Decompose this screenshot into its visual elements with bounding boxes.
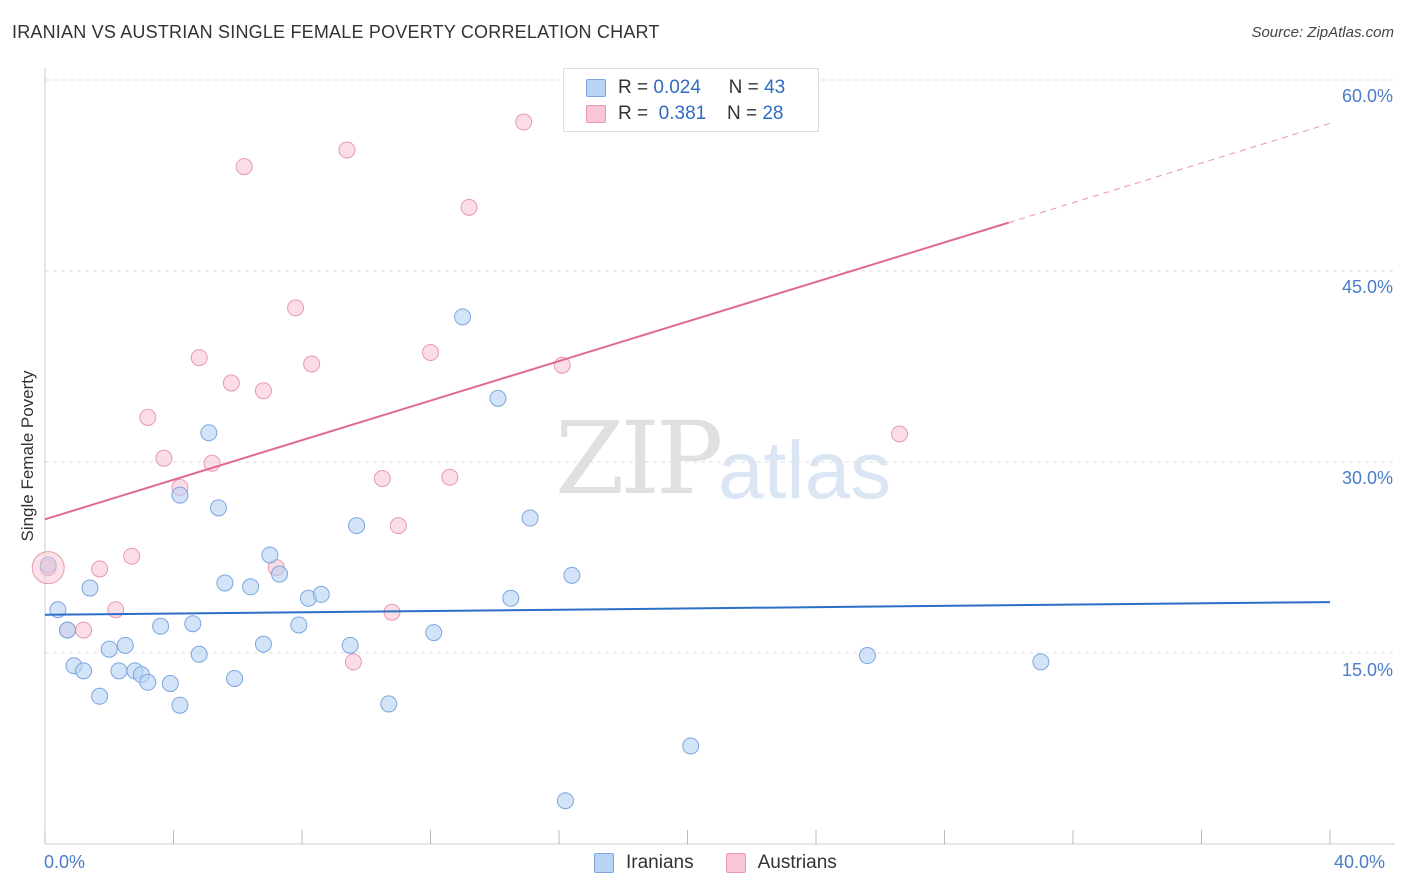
legend: R = 0.024 N = 43 R = 0.381 N = 28 [563, 68, 819, 132]
y-tick-label: 15.0% [1341, 660, 1393, 680]
austrian-point [338, 141, 356, 159]
austrian-trend-line [44, 221, 1010, 521]
iranian-point [171, 486, 189, 504]
legend-swatch-iranians [586, 79, 606, 97]
legend-r-label: R = [618, 103, 649, 124]
iranian-point [190, 645, 208, 663]
iranian-point [502, 589, 520, 607]
iranian-point [216, 574, 234, 592]
bottom-legend-label: Austrians [757, 852, 837, 873]
austrian-point [515, 113, 533, 131]
iranian-point [254, 635, 272, 653]
iranian-point [1032, 653, 1050, 671]
legend-row-austrians: R = 0.381 N = 28 [586, 102, 783, 126]
iranian-point [116, 636, 134, 654]
y-axis-label: Single Female Poverty [18, 370, 37, 542]
chart-title: IRANIAN VS AUSTRIAN SINGLE FEMALE POVERT… [12, 22, 660, 42]
austrian-point [235, 158, 253, 176]
austrian-point [891, 425, 909, 443]
austrian-point [373, 470, 391, 488]
y-tick-label: 60.0% [1341, 86, 1393, 106]
austrian-point [123, 547, 141, 565]
watermark-atlas: atlas [718, 425, 892, 516]
austrian-point [107, 601, 125, 619]
austrian-point [303, 355, 321, 373]
iranian-point [563, 566, 581, 584]
iranian-point [184, 615, 202, 633]
watermark-zip: ZIP [555, 400, 723, 517]
iranian-point [110, 662, 128, 680]
legend-n-label: N = [726, 103, 758, 124]
iranian-point [91, 687, 109, 705]
legend-swatch-austrians [586, 105, 606, 123]
bottom-legend-austrians: Austrians [725, 852, 837, 874]
iranian-point [209, 499, 227, 517]
austrian-point [139, 408, 157, 426]
iranian-point [81, 579, 99, 597]
iranian-point [489, 389, 507, 407]
y-tick-label: 45.0% [1341, 277, 1393, 297]
iranian-point [75, 662, 93, 680]
austrian-point [91, 560, 109, 578]
austrian-point [344, 653, 362, 671]
austrian-point [287, 299, 305, 317]
austrian-point [222, 374, 240, 392]
austrian-point [75, 621, 93, 639]
iranian-point [312, 585, 330, 603]
iranian-point [858, 647, 876, 665]
iranian-point [454, 308, 472, 326]
bottom-legend-swatch-iranians [594, 853, 614, 873]
iranian-point [341, 636, 359, 654]
iranian-point [521, 509, 539, 527]
iranian-point [242, 578, 260, 596]
iranian-point [161, 675, 179, 693]
legend-row-iranians: R = 0.024 N = 43 [586, 76, 785, 100]
iranian-point [100, 640, 118, 658]
bottom-legend: Iranians Austrians [594, 852, 869, 874]
y-tick-label: 30.0% [1341, 468, 1393, 488]
austrian-point [155, 449, 173, 467]
iranian-point [261, 546, 279, 564]
iranian-point [348, 517, 366, 535]
austrian-point [389, 517, 407, 535]
legend-r-value: 0.024 [653, 77, 701, 98]
iranian-point [271, 565, 289, 583]
iranian-point [139, 673, 157, 691]
x-tick-label: 0.0% [44, 852, 86, 872]
iranian-point [556, 792, 574, 810]
iranian-point [171, 696, 189, 714]
iranian-point [682, 737, 700, 755]
iranian-point [226, 669, 244, 687]
bottom-legend-iranians: Iranians [594, 852, 694, 874]
bottom-legend-swatch-austrians [725, 853, 746, 873]
austrian-point [441, 468, 459, 486]
iranian-point [380, 695, 398, 713]
iranian-point [290, 616, 308, 634]
x-tick-label: 40.0% [1334, 852, 1386, 872]
legend-r-value: 0.381 [658, 103, 707, 124]
austrian-point [460, 198, 478, 216]
iranian-point [152, 617, 170, 635]
austrian-point [190, 349, 208, 367]
legend-n-value: 28 [762, 103, 784, 124]
iranian-point [58, 621, 76, 639]
austrian-point [254, 382, 272, 400]
legend-n-label: N = [728, 77, 759, 98]
iranian-point [425, 624, 443, 642]
austrian-trend-extension [1008, 122, 1331, 224]
iranian-point [200, 424, 218, 442]
iranian-trend-line [44, 601, 1331, 616]
austrian-point [422, 343, 439, 361]
austrian-point-large [31, 551, 65, 585]
bottom-legend-label: Iranians [626, 852, 694, 873]
legend-r-label: R = [618, 77, 649, 98]
legend-n-value: 43 [764, 77, 786, 98]
source-label: Source: ZipAtlas.com [1251, 24, 1394, 41]
